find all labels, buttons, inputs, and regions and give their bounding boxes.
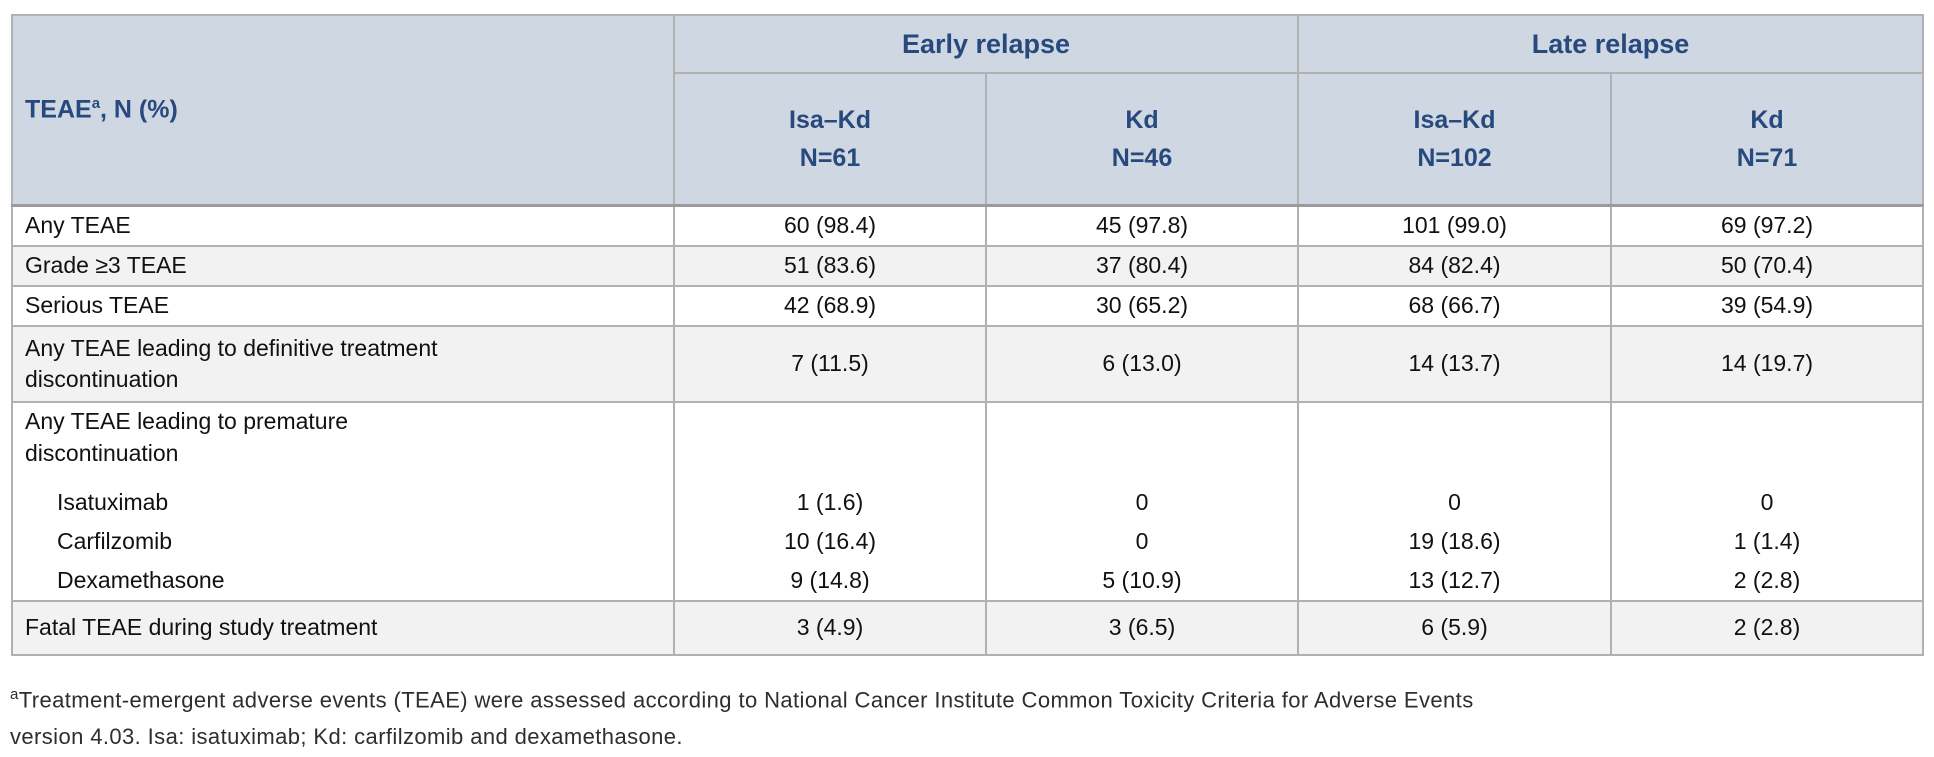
cell-subvalues: 0 1 (1.4) 2 (2.8) bbox=[1610, 400, 1924, 602]
cell-value: 0 bbox=[1448, 488, 1461, 515]
table-row-serious-teae: Serious TEAE 42 (68.9) 30 (65.2) 68 (66.… bbox=[11, 284, 1924, 327]
cell-value: 0 bbox=[1135, 527, 1149, 554]
cell-subvalues: 1 (1.6) 10 (16.4) 9 (14.8) bbox=[673, 400, 987, 602]
group-header-early-relapse: Early relapse bbox=[673, 14, 1299, 74]
cell-value: 10 (16.4) bbox=[783, 527, 877, 554]
column-header-late-kd: Kd N=71 bbox=[1610, 72, 1924, 207]
cell-value: 51 (83.6) bbox=[673, 244, 987, 287]
group-header-late-relapse: Late relapse bbox=[1297, 14, 1924, 74]
cell-value: 6 (13.0) bbox=[985, 324, 1299, 403]
cell-value: 39 (54.9) bbox=[1610, 284, 1924, 327]
spacer bbox=[1612, 405, 1922, 483]
cell-subvalues: 0 19 (18.6) 13 (12.7) bbox=[1297, 400, 1612, 602]
cell-value: 14 (19.7) bbox=[1610, 324, 1924, 403]
cell-value: 3 (6.5) bbox=[985, 599, 1299, 656]
row-label: Grade ≥3 TEAE bbox=[11, 244, 675, 287]
cell-value: 0 bbox=[1760, 488, 1774, 515]
row-label: Any TEAE leading to definitive treatment… bbox=[11, 324, 675, 403]
column-name: Isa–Kd bbox=[789, 106, 871, 134]
table-body: Any TEAE 60 (98.4) 45 (97.8) 101 (99.0) … bbox=[11, 204, 1924, 656]
cell-value: 84 (82.4) bbox=[1297, 244, 1612, 287]
cell-value: 3 (4.9) bbox=[673, 599, 987, 656]
cell-value: 13 (12.7) bbox=[1408, 566, 1501, 593]
row-label: Fatal TEAE during study treatment bbox=[11, 599, 675, 656]
column-n: N=61 bbox=[799, 144, 861, 172]
footnote-superscript: a bbox=[10, 686, 19, 703]
teae-table-container: TEAEa, N (%) Early relapse Late relapse … bbox=[11, 14, 1924, 656]
row-label: Serious TEAE bbox=[11, 284, 675, 327]
corner-title: TEAE bbox=[25, 95, 92, 124]
cell-value: 5 (10.9) bbox=[1102, 566, 1182, 593]
row-label-line: Any TEAE leading to definitive treatment bbox=[25, 334, 438, 361]
table-row-fatal-teae: Fatal TEAE during study treatment 3 (4.9… bbox=[11, 599, 1924, 656]
teae-table: TEAEa, N (%) Early relapse Late relapse … bbox=[11, 14, 1924, 656]
cell-subvalues: 0 0 5 (10.9) bbox=[985, 400, 1299, 602]
row-label-line: discontinuation bbox=[25, 439, 179, 466]
table-row-grade3-teae: Grade ≥3 TEAE 51 (83.6) 37 (80.4) 84 (82… bbox=[11, 244, 1924, 287]
row-label-line: discontinuation bbox=[25, 365, 179, 392]
column-n: N=46 bbox=[1111, 144, 1173, 172]
table-row-definitive-discontinuation: Any TEAE leading to definitive treatment… bbox=[11, 324, 1924, 403]
column-n: N=71 bbox=[1736, 144, 1798, 172]
footnote: aTreatment-emergent adverse events (TEAE… bbox=[10, 676, 1474, 755]
footnote-line-2: version 4.03. Isa: isatuximab; Kd: carfi… bbox=[10, 724, 683, 750]
table-row-any-teae: Any TEAE 60 (98.4) 45 (97.8) 101 (99.0) … bbox=[11, 204, 1924, 247]
spacer bbox=[1299, 405, 1610, 483]
footnote-text: Treatment-emergent adverse events (TEAE)… bbox=[18, 687, 1474, 713]
cell-value: 14 (13.7) bbox=[1297, 324, 1612, 403]
cell-value: 1 (1.6) bbox=[796, 488, 864, 515]
cell-value: 68 (66.7) bbox=[1297, 284, 1612, 327]
cell-value: 30 (65.2) bbox=[985, 284, 1299, 327]
corner-suffix: , N (%) bbox=[100, 95, 178, 124]
table-header: TEAEa, N (%) Early relapse Late relapse … bbox=[11, 14, 1924, 207]
row-label: Any TEAE leading to premature discontinu… bbox=[11, 400, 675, 602]
cell-value: 1 (1.4) bbox=[1733, 527, 1801, 554]
column-name: Kd bbox=[1125, 106, 1159, 134]
cell-value: 7 (11.5) bbox=[673, 324, 987, 403]
group-header-row: TEAEa, N (%) Early relapse Late relapse bbox=[11, 14, 1924, 207]
row-label: Any TEAE bbox=[11, 204, 675, 247]
subrow-label-dexamethasone: Dexamethasone bbox=[57, 566, 225, 593]
column-n: N=102 bbox=[1417, 144, 1492, 172]
corner-superscript: a bbox=[91, 95, 101, 113]
subrow-labels: Isatuximab Carfilzomib Dexamethasone bbox=[25, 483, 673, 600]
cell-value: 2 (2.8) bbox=[1733, 566, 1801, 593]
cell-value: 60 (98.4) bbox=[673, 204, 987, 247]
cell-value: 69 (97.2) bbox=[1610, 204, 1924, 247]
row-label-main: Any TEAE leading to premature discontinu… bbox=[25, 405, 673, 469]
cell-value: 0 bbox=[1135, 488, 1149, 515]
column-header-late-isakd: Isa–Kd N=102 bbox=[1297, 72, 1612, 207]
footnote-line-1: aTreatment-emergent adverse events (TEAE… bbox=[10, 676, 1474, 718]
table-row-premature-discontinuation: Any TEAE leading to premature discontinu… bbox=[11, 400, 1924, 602]
cell-value: 45 (97.8) bbox=[985, 204, 1299, 247]
cell-value: 2 (2.8) bbox=[1610, 599, 1924, 656]
spacer bbox=[675, 405, 985, 483]
column-header-row: Isa–Kd N=61 Kd N=46 Isa–Kd N=102 Kd N=71 bbox=[12, 72, 1924, 207]
cell-value: 19 (18.6) bbox=[1408, 527, 1501, 554]
column-name: Isa–Kd bbox=[1413, 106, 1496, 134]
subrow-label-carfilzomib: Carfilzomib bbox=[57, 527, 173, 554]
cell-value: 9 (14.8) bbox=[790, 566, 870, 593]
cell-value: 50 (70.4) bbox=[1610, 244, 1924, 287]
subrow-label-isatuximab: Isatuximab bbox=[57, 488, 169, 515]
row-label-line: Any TEAE leading to premature bbox=[25, 407, 349, 434]
column-header-early-kd: Kd N=46 bbox=[985, 72, 1299, 207]
column-header-early-isakd: Isa–Kd N=61 bbox=[673, 72, 987, 207]
corner-header: TEAEa, N (%) bbox=[11, 14, 675, 207]
cell-value: 101 (99.0) bbox=[1297, 204, 1612, 247]
column-name: Kd bbox=[1750, 106, 1784, 134]
cell-value: 42 (68.9) bbox=[673, 284, 987, 327]
cell-value: 37 (80.4) bbox=[985, 244, 1299, 287]
cell-value: 6 (5.9) bbox=[1297, 599, 1612, 656]
spacer bbox=[987, 405, 1297, 483]
